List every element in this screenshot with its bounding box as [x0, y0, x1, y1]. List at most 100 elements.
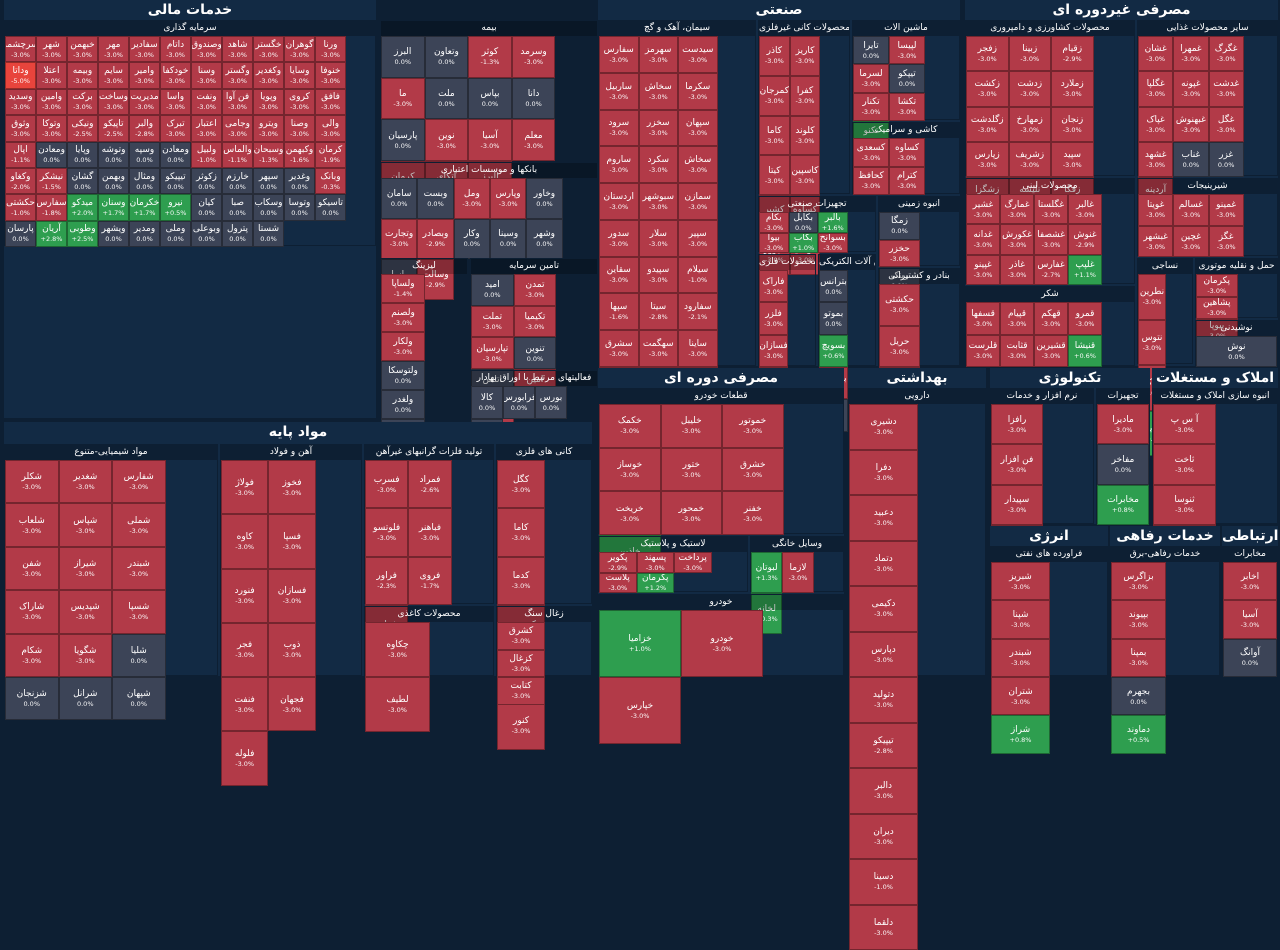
stock-tile[interactable]: وپویا-3.0%: [253, 89, 284, 115]
stock-tile[interactable]: بکاب+1.0%: [789, 233, 819, 254]
industry-group-title[interactable]: خودرو: [599, 595, 843, 610]
stock-tile[interactable]: فجر-3.0%: [221, 623, 268, 677]
stock-tile[interactable]: وامین-3.0%: [36, 89, 67, 115]
stock-tile[interactable]: سپهان-3.0%: [678, 110, 718, 147]
industry-group-title[interactable]: انبوه سازی املاک و مستغلات: [1153, 389, 1277, 404]
stock-tile[interactable]: شغدیر-3.0%: [59, 460, 113, 503]
stock-tile[interactable]: فنورد-3.0%: [221, 569, 268, 623]
stock-tile[interactable]: فسپا-3.0%: [268, 514, 315, 568]
stock-tile[interactable]: وامیر-3.0%: [129, 62, 160, 88]
stock-tile[interactable]: سمازن-3.0%: [678, 183, 718, 220]
stock-tile[interactable]: غبهنوش-3.0%: [1173, 107, 1208, 142]
stock-tile[interactable]: فروی-1.7%: [408, 557, 451, 605]
industry-group-title[interactable]: دارویی: [849, 389, 985, 404]
stock-tile[interactable]: زگلدشت-3.0%: [966, 107, 1009, 142]
stock-tile[interactable]: تملت-3.0%: [471, 306, 514, 338]
stock-tile[interactable]: کدما-3.0%: [497, 557, 545, 605]
stock-tile[interactable]: ثنوسا-3.0%: [1153, 485, 1216, 525]
stock-tile[interactable]: سهگمت-3.0%: [639, 330, 679, 367]
stock-tile[interactable]: اعتلا-3.0%: [36, 62, 67, 88]
stock-tile[interactable]: مخابرات+0.8%: [1097, 485, 1149, 525]
stock-tile[interactable]: خگستر-3.0%: [253, 36, 284, 62]
stock-tile[interactable]: غنوش-2.9%: [1068, 224, 1102, 254]
stock-tile[interactable]: رافزا-3.0%: [991, 404, 1043, 444]
stock-tile[interactable]: چکاوه-3.0%: [365, 622, 430, 677]
stock-tile[interactable]: نیرو+0.5%: [160, 194, 191, 220]
stock-tile[interactable]: کروی-3.0%: [284, 89, 315, 115]
stock-tile[interactable]: تکنار-3.0%: [853, 93, 889, 121]
stock-tile[interactable]: نطرین-3.0%: [1138, 274, 1166, 320]
stock-tile[interactable]: دسینا-1.0%: [849, 859, 918, 905]
stock-tile[interactable]: سهرمز-3.0%: [639, 36, 679, 73]
industry-group-title[interactable]: محصولات کانی غیرفلزی: [759, 21, 849, 36]
stock-tile[interactable]: غشان-3.0%: [1138, 36, 1173, 71]
stock-tile[interactable]: ولساپا-1.4%: [381, 274, 425, 303]
stock-tile[interactable]: قهکم-3.0%: [1034, 302, 1068, 335]
stock-tile[interactable]: سفارس-3.0%: [599, 36, 639, 73]
stock-tile[interactable]: غگز-3.0%: [1209, 226, 1244, 258]
stock-tile[interactable]: تبرک-3.0%: [160, 115, 191, 141]
industry-group-title[interactable]: کاشی و سرامیک: [853, 123, 959, 138]
stock-tile[interactable]: مهر-3.0%: [98, 36, 129, 62]
stock-tile[interactable]: کاسپین-3.0%: [790, 155, 821, 195]
stock-tile[interactable]: شپدیس-3.0%: [59, 590, 113, 633]
stock-tile[interactable]: غگل-3.0%: [1209, 107, 1244, 142]
industry-group-title[interactable]: بنادر و کشتیرانی: [879, 269, 959, 284]
stock-tile[interactable]: کسعدی-3.0%: [853, 138, 889, 167]
stock-tile[interactable]: شکلر-3.0%: [5, 460, 59, 503]
stock-tile[interactable]: خزامیا+1.0%: [599, 610, 681, 677]
stock-tile[interactable]: سخاش-3.0%: [678, 146, 718, 183]
industry-group-title[interactable]: نرم افزار و خدمات: [991, 389, 1093, 404]
stock-tile[interactable]: غچین-3.0%: [1173, 226, 1208, 258]
industry-group-title[interactable]: لاستیک و پلاستیک: [599, 537, 747, 552]
stock-tile[interactable]: پرداخت-3.0%: [674, 552, 712, 573]
stock-tile[interactable]: کوثر-1.3%: [468, 36, 512, 78]
industry-group-title[interactable]: شیرینیجات: [1138, 179, 1277, 194]
stock-tile[interactable]: فسازان-3.0%: [759, 335, 788, 367]
stock-tile[interactable]: بیوا-3.0%: [759, 233, 789, 254]
stock-tile[interactable]: وساخت-3.0%: [98, 89, 129, 115]
stock-tile[interactable]: کساوه-3.0%: [889, 138, 925, 167]
stock-tile[interactable]: دعبید-3.0%: [849, 495, 918, 541]
stock-tile[interactable]: وثوق-3.0%: [5, 115, 36, 141]
stock-tile[interactable]: خوساز-3.0%: [599, 448, 661, 492]
industry-group-title[interactable]: تجهیزات صنعتی: [759, 197, 875, 212]
stock-tile[interactable]: معلم-3.0%: [512, 119, 556, 161]
stock-tile[interactable]: سفارود-2.1%: [678, 293, 718, 330]
industry-group-title[interactable]: محصولات کاغذی: [365, 607, 493, 622]
stock-tile[interactable]: غاذر-3.0%: [1000, 255, 1034, 285]
stock-tile[interactable]: بالبر+1.6%: [818, 212, 848, 233]
stock-tile[interactable]: سدور-3.0%: [599, 220, 639, 257]
stock-tile[interactable]: پکویر-2.9%: [599, 552, 637, 573]
stock-tile[interactable]: فن آوا-3.0%: [222, 89, 253, 115]
stock-tile[interactable]: شلعاب-3.0%: [5, 503, 59, 546]
stock-tile[interactable]: خشرق-3.0%: [722, 448, 784, 492]
stock-tile[interactable]: زفجر-3.0%: [966, 36, 1009, 71]
stock-tile[interactable]: غدانه-3.0%: [966, 224, 1000, 254]
stock-tile[interactable]: غپینو-3.0%: [966, 255, 1000, 285]
stock-tile[interactable]: تپارسیان-3.0%: [471, 337, 514, 369]
industry-group-title[interactable]: کانی های فلزی: [497, 445, 591, 460]
stock-tile[interactable]: فباهنر-3.0%: [408, 508, 451, 556]
stock-tile[interactable]: غمینو-3.0%: [1209, 194, 1244, 226]
